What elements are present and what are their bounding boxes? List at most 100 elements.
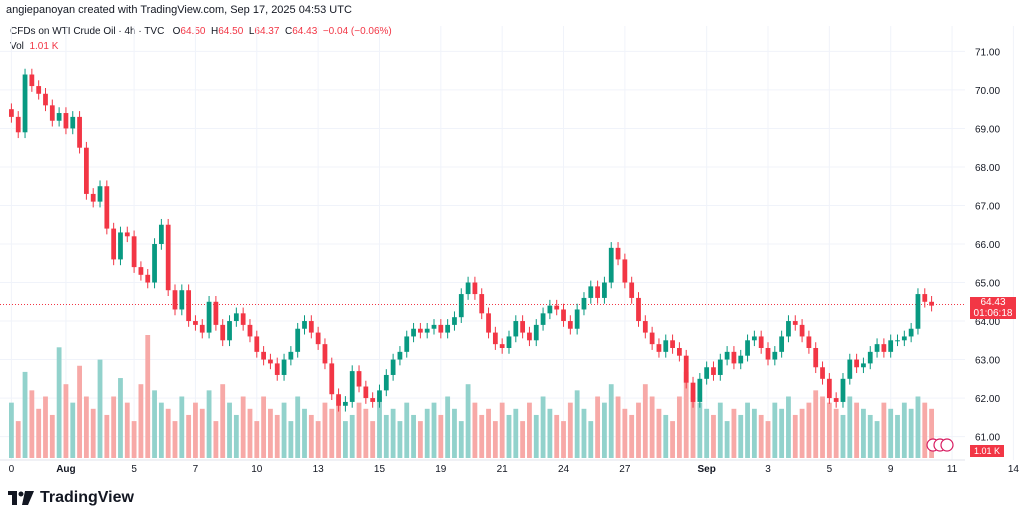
volume-bar [697,402,703,458]
candle-body [458,294,464,318]
volume-bar [370,421,376,458]
candle-body [240,313,246,325]
volume-bar [595,396,601,458]
candle-body [492,332,498,345]
volume-bar [826,402,832,458]
volume-bar [765,421,771,458]
candle-body [506,336,512,348]
candle-body [424,328,430,333]
candle-body [158,224,164,244]
candle-body [901,336,907,341]
x-tick-label: Sep [697,464,715,475]
candle-body [124,232,130,237]
y-tick-label: 66.00 [975,240,1000,251]
x-tick-label: 3 [765,464,771,475]
x-tick-label: 24 [558,464,570,475]
candle-body [840,378,846,402]
volume-bar [772,402,778,458]
candle-body [268,359,273,364]
volume-bar [124,402,130,458]
volume-bar [847,396,853,458]
y-tick-label: 70.00 [975,86,1000,97]
candle-body [533,324,539,341]
y-tick-label: 61.00 [975,433,1000,444]
volume-bar [152,390,157,458]
candle-body [472,282,478,295]
candle-body [247,324,253,337]
volume-bar [9,402,14,458]
volume-bar [840,414,846,458]
candle-body [383,374,389,391]
volume-bar [445,396,451,458]
candle-body [118,232,123,260]
volume-bar [349,414,355,458]
symbol-label[interactable]: CFDs on WTI Crude Oil · 4h · TVC [10,26,165,37]
candle-body [343,401,348,406]
volume-bar [417,421,423,458]
candle-body [772,351,778,360]
volume-label[interactable]: Vol [10,41,24,52]
candle-body [683,355,689,383]
candle-body [479,294,485,314]
volume-bar [629,414,635,458]
x-tick-label: 0 [9,464,15,475]
volume-bar [854,402,860,458]
volume-bar [724,421,730,458]
y-tick-label: 64.00 [975,317,1000,328]
candle-body [131,236,137,268]
candle-body [186,290,192,322]
x-tick-label: 10 [251,464,263,475]
volume-bar [833,408,839,458]
candle-body [63,113,69,129]
volume-bar [356,402,362,458]
volume-bar [131,421,137,458]
volume-bar [342,421,348,458]
volume-bar [581,408,587,458]
candle-body [104,186,110,229]
low-label: L [248,26,255,37]
volume-bar [676,396,682,458]
volume-legend: Vol 1.01 K [10,41,58,52]
y-tick-label: 63.00 [975,356,1000,367]
volume-bar [472,402,478,458]
volume-bar [452,408,457,458]
candle-body [861,363,866,368]
candle-body [111,228,117,260]
volume-bar [240,396,246,458]
candle-body [397,351,403,360]
volume-bar [458,421,464,458]
volume-bar [302,408,307,458]
candle-body [908,328,914,337]
candle-body [77,116,82,148]
candle-body [806,336,812,348]
volume-bar [111,396,117,458]
candle-body [881,344,887,352]
candle-body [854,359,859,368]
candle-body [452,317,457,325]
candle-body [867,351,873,364]
x-tick-label: 14 [1008,464,1020,475]
candle-body [84,147,89,194]
volume-bar [888,408,894,458]
volume-bar [158,402,164,458]
tradingview-logo[interactable]: TradingView [8,489,134,507]
candle-body [786,321,791,337]
candle-body [29,74,35,87]
x-tick-label: 27 [619,464,631,475]
price-chart[interactable]: 71.00 70.00 69.00 68.00 67.00 66.00 65.00 64.00… [0,0,1024,480]
volume-bar [431,402,437,458]
volume-bar [227,402,232,458]
volume-bar [901,402,907,458]
volume-bar [615,396,621,458]
candle-body [629,282,635,298]
candle-body [349,371,355,402]
candle-body [165,224,171,291]
candle-body [751,336,757,341]
volume-bar [397,421,403,458]
volume-bar [213,421,219,458]
candle-body [145,274,151,283]
y-tick-label: 62.00 [975,394,1000,405]
volume-bar [70,402,76,458]
volume-bar [15,421,21,458]
candle-body [411,328,416,337]
